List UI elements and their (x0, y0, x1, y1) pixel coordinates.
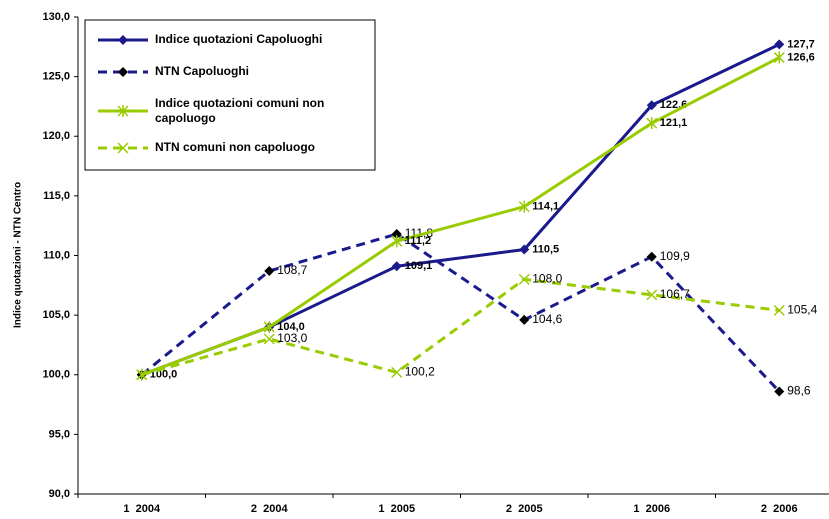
marker (519, 244, 530, 255)
legend-label: NTN Capoluoghi (155, 64, 249, 78)
y-tick-label: 105,0 (42, 309, 70, 321)
marker (773, 304, 785, 316)
y-tick-label: 90,0 (49, 488, 70, 500)
marker (391, 235, 403, 248)
marker (646, 117, 658, 130)
marker (774, 386, 785, 397)
y-tick-label: 115,0 (43, 190, 70, 202)
x-tick-label: 1 2004 (123, 503, 161, 515)
marker (391, 261, 402, 272)
data-label: 98,6 (787, 384, 811, 398)
data-label: 104,0 (277, 321, 305, 333)
marker (118, 35, 128, 45)
x-tick-label: 1 2006 (633, 503, 670, 515)
marker (519, 314, 530, 325)
data-label: 105,4 (787, 303, 817, 317)
data-label: 108,0 (532, 272, 562, 286)
legend: Indice quotazioni Capoluoghi NTN Capoluog… (84, 19, 376, 171)
marker (518, 273, 530, 285)
data-label: 122,6 (660, 99, 688, 111)
legend-label: NTN comuni non capoluogo (155, 140, 315, 154)
x-tick-label: 2 2004 (251, 503, 289, 515)
marker (774, 39, 785, 50)
marker (263, 321, 275, 334)
legend-box (84, 19, 376, 171)
data-label: 110,5 (532, 243, 559, 255)
marker (264, 266, 275, 277)
legend-label: Indice quotazioni Capoluoghi (155, 32, 322, 46)
data-label: 114,1 (532, 201, 559, 213)
data-label: 106,7 (660, 287, 690, 301)
data-label: 103,0 (277, 331, 307, 345)
x-tick-label: 2 2005 (506, 503, 543, 515)
marker (391, 366, 403, 378)
data-label: 126,6 (787, 51, 815, 63)
marker (117, 142, 129, 154)
y-tick-label: 130,0 (42, 11, 70, 23)
marker (646, 251, 657, 262)
series-line (140, 232, 781, 393)
data-label: 104,6 (532, 312, 562, 326)
data-label: 121,1 (660, 117, 688, 129)
data-label: 108,7 (277, 263, 307, 277)
data-label: 127,7 (787, 38, 815, 50)
y-axis-label: Indice quotazioni - NTN Centro (13, 182, 24, 328)
marker (263, 333, 275, 345)
marker (391, 229, 402, 240)
marker (646, 100, 657, 111)
data-label: 109,9 (660, 249, 690, 263)
marker (136, 369, 148, 381)
marker (118, 67, 128, 77)
marker (518, 200, 530, 213)
y-tick-label: 100,0 (42, 369, 70, 381)
y-tick-label: 120,0 (42, 130, 70, 142)
data-label: 109,1 (405, 260, 433, 272)
y-tick-label: 125,0 (42, 71, 70, 83)
x-tick-label: 1 2005 (378, 503, 415, 515)
marker (773, 51, 785, 64)
series-line (141, 277, 780, 377)
y-tick-label: 110,0 (43, 249, 70, 261)
series-line (141, 56, 780, 377)
marker (646, 289, 658, 301)
data-label: 100,2 (405, 365, 435, 379)
y-tick-label: 95,0 (49, 428, 70, 440)
marker (117, 105, 129, 117)
data-label: 111,2 (405, 235, 431, 247)
legend-label: Indice quotazioni comuni non capoluogo (155, 96, 324, 125)
x-tick-label: 2 2006 (761, 503, 798, 515)
